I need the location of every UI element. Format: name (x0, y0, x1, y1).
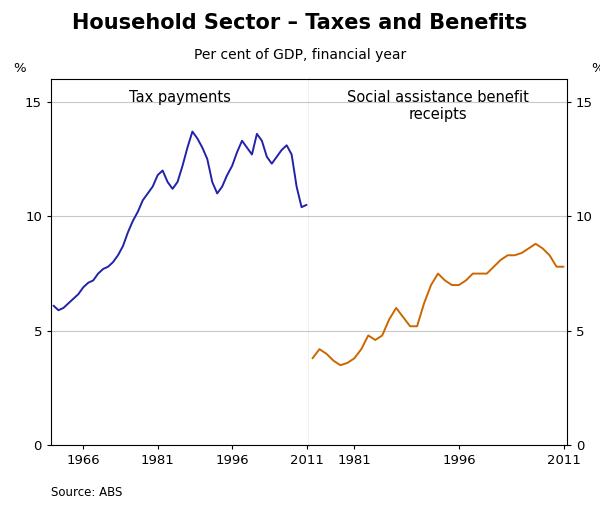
Text: %: % (14, 62, 26, 75)
Text: Per cent of GDP, financial year: Per cent of GDP, financial year (194, 48, 406, 63)
Text: %: % (592, 62, 600, 75)
Text: Source: ABS: Source: ABS (51, 486, 122, 499)
Text: Tax payments: Tax payments (129, 90, 231, 105)
Text: Social assistance benefit
receipts: Social assistance benefit receipts (347, 90, 529, 122)
Text: Household Sector – Taxes and Benefits: Household Sector – Taxes and Benefits (73, 13, 527, 33)
